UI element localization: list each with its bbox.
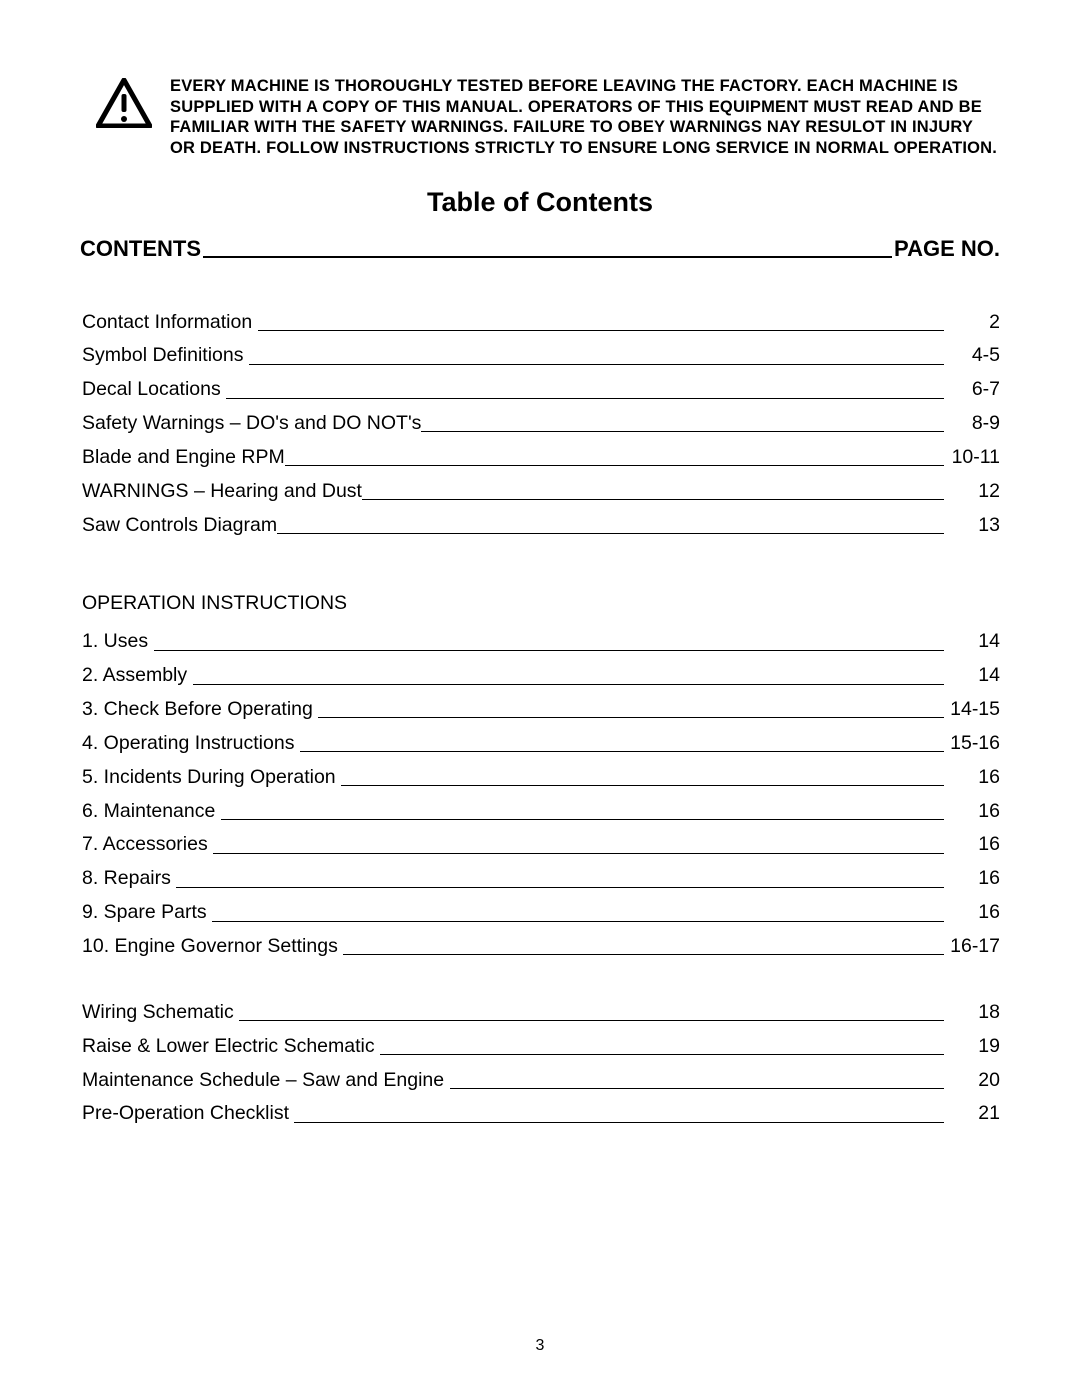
toc-label: Wiring Schematic: [82, 1000, 239, 1025]
toc-label: Decal Locations: [82, 377, 226, 402]
toc-row: 10. Engine Governor Settings 16-17: [80, 934, 1000, 959]
toc-label: 9. Spare Parts: [82, 900, 212, 925]
toc-row: Maintenance Schedule – Saw and Engine 20: [80, 1068, 1000, 1093]
toc-leader: [212, 921, 944, 922]
toc-leader: [362, 499, 944, 500]
toc-label: Blade and Engine RPM: [82, 445, 285, 470]
toc-leader: [176, 887, 944, 888]
toc-row: 8. Repairs 16: [80, 866, 1000, 891]
toc-label: Symbol Definitions: [82, 343, 249, 368]
page-title: Table of Contents: [80, 187, 1000, 218]
toc-label: 3. Check Before Operating: [82, 697, 318, 722]
toc-page: 16-17: [946, 934, 1000, 959]
toc-label: 2. Assembly: [82, 663, 193, 688]
toc-label: Raise & Lower Electric Schematic: [82, 1034, 380, 1059]
toc-row: 5. Incidents During Operation 16: [80, 765, 1000, 790]
toc-label: 4. Operating Instructions: [82, 731, 300, 756]
toc-page: 18: [946, 1000, 1000, 1025]
contents-header-rule: [203, 256, 892, 258]
toc-label: 6. Maintenance: [82, 799, 221, 824]
toc-page: 6-7: [946, 377, 1000, 402]
toc-row: Saw Controls Diagram 13: [80, 513, 1000, 538]
toc-row: 2. Assembly 14: [80, 663, 1000, 688]
toc-label: WARNINGS – Hearing and Dust: [82, 479, 362, 504]
toc-leader: [213, 853, 944, 854]
toc-row: Symbol Definitions 4-5: [80, 343, 1000, 368]
toc-label: Contact Information: [82, 310, 258, 335]
toc-page: 16: [946, 799, 1000, 824]
toc-row: Safety Warnings – DO's and DO NOT's 8-9: [80, 411, 1000, 436]
toc-leader: [154, 650, 944, 651]
warning-text: EVERY MACHINE IS THOROUGHLY TESTED BEFOR…: [170, 76, 1000, 159]
toc-label: Maintenance Schedule – Saw and Engine: [82, 1068, 450, 1093]
contents-header-row: CONTENTS PAGE NO.: [80, 236, 1000, 262]
toc-leader: [249, 364, 944, 365]
toc-page: 4-5: [946, 343, 1000, 368]
page-number: 3: [0, 1337, 1080, 1355]
toc-row: WARNINGS – Hearing and Dust 12: [80, 479, 1000, 504]
toc-leader: [221, 819, 944, 820]
operation-instructions-heading: OPERATION INSTRUCTIONS: [80, 592, 1000, 615]
toc-leader: [258, 330, 944, 331]
toc-leader: [277, 533, 944, 534]
toc-page: 20: [946, 1068, 1000, 1093]
toc-label: Pre-Operation Checklist: [82, 1101, 294, 1126]
toc-leader: [193, 684, 944, 685]
toc-leader: [300, 751, 944, 752]
toc-row: 6. Maintenance 16: [80, 799, 1000, 824]
toc-page: 13: [946, 513, 1000, 538]
toc-page: 14: [946, 663, 1000, 688]
toc-page: 21: [946, 1101, 1000, 1126]
toc-leader: [450, 1088, 944, 1089]
toc-label: 5. Incidents During Operation: [82, 765, 341, 790]
toc-label: Saw Controls Diagram: [82, 513, 277, 538]
toc-page: 16: [946, 900, 1000, 925]
toc-row: 7. Accessories 16: [80, 832, 1000, 857]
toc-row: Raise & Lower Electric Schematic 19: [80, 1034, 1000, 1059]
toc-group-3: Wiring Schematic 18 Raise & Lower Electri…: [80, 1000, 1000, 1127]
toc-leader: [285, 465, 944, 466]
toc-leader: [341, 785, 944, 786]
toc-leader: [239, 1020, 944, 1021]
toc-leader: [294, 1122, 944, 1123]
toc-row: Blade and Engine RPM 10-11: [80, 445, 1000, 470]
toc-group-1: Contact Information 2 Symbol Definitions …: [80, 310, 1000, 538]
toc-label: 1. Uses: [82, 629, 154, 654]
toc-page: 15-16: [946, 731, 1000, 756]
toc-page: 14: [946, 629, 1000, 654]
toc-page: 10-11: [946, 445, 1000, 470]
toc-page: 12: [946, 479, 1000, 504]
toc-label: 10. Engine Governor Settings: [82, 934, 343, 959]
toc-leader: [318, 717, 944, 718]
toc-group-2: 1. Uses 142. Assembly 143. Check Before …: [80, 629, 1000, 959]
toc-row: Wiring Schematic 18: [80, 1000, 1000, 1025]
toc-leader: [343, 954, 944, 955]
toc-page: 16: [946, 765, 1000, 790]
toc-row: 9. Spare Parts 16: [80, 900, 1000, 925]
toc-row: Contact Information 2: [80, 310, 1000, 335]
toc-page: 2: [946, 310, 1000, 335]
toc-page: 16: [946, 866, 1000, 891]
toc-leader: [380, 1054, 944, 1055]
contents-label: CONTENTS: [80, 236, 201, 262]
toc-leader: [421, 431, 944, 432]
toc-row: 3. Check Before Operating 14-15: [80, 697, 1000, 722]
warning-header: EVERY MACHINE IS THOROUGHLY TESTED BEFOR…: [80, 76, 1000, 159]
toc-label: 8. Repairs: [82, 866, 176, 891]
toc-row: 1. Uses 14: [80, 629, 1000, 654]
toc-page: 14-15: [946, 697, 1000, 722]
toc-leader: [226, 398, 944, 399]
toc-page: 16: [946, 832, 1000, 857]
toc-page: 19: [946, 1034, 1000, 1059]
warning-icon: [96, 78, 152, 128]
toc-row: Decal Locations 6-7: [80, 377, 1000, 402]
toc-row: 4. Operating Instructions 15-16: [80, 731, 1000, 756]
page-no-label: PAGE NO.: [894, 236, 1000, 262]
toc-row: Pre-Operation Checklist 21: [80, 1101, 1000, 1126]
toc-label: Safety Warnings – DO's and DO NOT's: [82, 411, 421, 436]
toc-label: 7. Accessories: [82, 832, 213, 857]
toc-page: 8-9: [946, 411, 1000, 436]
